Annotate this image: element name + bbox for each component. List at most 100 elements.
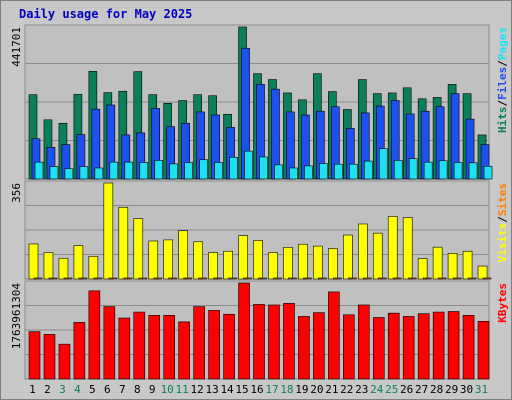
bar-visits-day-2 bbox=[43, 252, 54, 280]
bar-visits-day-17 bbox=[268, 252, 278, 280]
x-tick-label-day-14: 14 bbox=[220, 383, 234, 396]
bar-visits-day-14 bbox=[223, 250, 233, 280]
x-tick-label-day-9: 9 bbox=[149, 383, 156, 396]
bar-pages-day-10 bbox=[169, 163, 179, 180]
bar-kbytes-day-29 bbox=[447, 311, 460, 380]
bar-sites-day-29 bbox=[452, 277, 462, 280]
bar-sites-day-5 bbox=[93, 277, 103, 280]
bar-kbytes-day-1 bbox=[28, 331, 41, 380]
x-tick-label-day-17: 17 bbox=[265, 383, 278, 396]
legend-top-item-4: / bbox=[496, 60, 509, 67]
bar-visits-day-3 bbox=[58, 257, 69, 280]
bar-visits-day-13 bbox=[208, 252, 218, 280]
bar-visits-day-30 bbox=[462, 250, 473, 280]
x-tick-label-day-18: 18 bbox=[280, 383, 293, 396]
x-tick-label-day-23: 23 bbox=[355, 383, 368, 396]
bar-sites-day-17 bbox=[273, 277, 282, 280]
bar-sites-day-23 bbox=[362, 277, 372, 280]
x-tick-label-day-31: 31 bbox=[475, 383, 488, 396]
bar-visits-day-16 bbox=[253, 240, 263, 280]
bar-visits-day-1 bbox=[28, 243, 39, 280]
bar-pages-day-5 bbox=[94, 167, 104, 180]
panel-middle-legend: Visits/Sites bbox=[496, 183, 509, 263]
bar-sites-day-7 bbox=[123, 277, 133, 280]
bar-pages-day-4 bbox=[79, 166, 89, 180]
bar-pages-day-9 bbox=[154, 160, 164, 180]
bar-kbytes-day-31 bbox=[477, 321, 490, 380]
bar-sites-day-9 bbox=[153, 277, 163, 280]
legend-middle-item-2: / bbox=[496, 216, 509, 223]
legend-top-item-3: Files bbox=[496, 67, 509, 100]
bar-kbytes-day-23 bbox=[357, 304, 370, 380]
bar-visits-day-19 bbox=[298, 243, 308, 280]
bar-kbytes-day-2 bbox=[43, 334, 56, 380]
bar-pages-day-24 bbox=[378, 148, 388, 180]
bar-visits-day-26 bbox=[402, 217, 413, 280]
bar-sites-day-20 bbox=[318, 277, 327, 280]
bar-kbytes-day-12 bbox=[193, 306, 205, 380]
x-tick-label-day-21: 21 bbox=[325, 383, 338, 396]
bar-kbytes-day-25 bbox=[387, 312, 400, 380]
x-tick-label-day-4: 4 bbox=[74, 383, 81, 396]
bar-pages-day-29 bbox=[453, 162, 463, 180]
legend-top-item-5: Pages bbox=[496, 27, 509, 60]
bar-visits-day-12 bbox=[193, 241, 203, 280]
x-tick-label-day-26: 26 bbox=[400, 383, 413, 396]
bar-kbytes-day-24 bbox=[372, 317, 385, 380]
bar-pages-day-17 bbox=[274, 164, 283, 180]
x-tick-label-day-29: 29 bbox=[445, 383, 458, 396]
legend-top-item-1: Hits bbox=[496, 107, 509, 134]
bar-kbytes-day-7 bbox=[118, 317, 131, 380]
bar-kbytes-day-16 bbox=[253, 304, 265, 380]
bar-kbytes-day-30 bbox=[462, 315, 475, 380]
legend-top-item-2: / bbox=[496, 100, 509, 107]
bar-kbytes-day-22 bbox=[343, 314, 355, 380]
bar-visits-day-5 bbox=[88, 256, 99, 280]
bar-sites-day-6 bbox=[108, 277, 118, 280]
bar-visits-day-27 bbox=[417, 258, 428, 280]
bar-visits-day-4 bbox=[73, 245, 84, 280]
bar-pages-day-1 bbox=[34, 161, 44, 180]
bar-kbytes-day-27 bbox=[417, 313, 430, 380]
bar-visits-day-15 bbox=[238, 235, 248, 280]
bar-kbytes-day-17 bbox=[268, 304, 280, 380]
panel-bottom-legend: KBytes bbox=[496, 283, 509, 323]
x-tick-label-day-11: 11 bbox=[176, 383, 189, 396]
bar-kbytes-day-21 bbox=[328, 291, 340, 380]
bar-pages-day-23 bbox=[363, 160, 373, 180]
bar-sites-day-31 bbox=[482, 277, 492, 280]
bar-kbytes-day-20 bbox=[313, 312, 325, 380]
bar-pages-day-2 bbox=[49, 166, 59, 180]
x-tick-label-day-16: 16 bbox=[250, 383, 263, 396]
bar-visits-day-22 bbox=[343, 234, 353, 280]
bar-visits-day-10 bbox=[163, 239, 174, 280]
bar-sites-day-13 bbox=[213, 277, 222, 280]
bar-sites-day-1 bbox=[33, 277, 43, 280]
bar-kbytes-day-15 bbox=[238, 282, 250, 380]
bar-sites-day-10 bbox=[168, 277, 178, 280]
bar-kbytes-day-26 bbox=[402, 316, 415, 380]
bar-sites-day-24 bbox=[377, 277, 387, 280]
bar-kbytes-day-19 bbox=[298, 316, 310, 380]
bar-pages-day-21 bbox=[334, 163, 343, 180]
x-tick-label-day-20: 20 bbox=[310, 383, 323, 396]
bar-sites-day-15 bbox=[243, 277, 252, 280]
bar-visits-day-7 bbox=[118, 206, 129, 280]
bar-pages-day-31 bbox=[483, 165, 493, 180]
bar-kbytes-day-28 bbox=[432, 311, 445, 380]
bar-kbytes-day-8 bbox=[133, 311, 146, 380]
chart-title: Daily usage for May 2025 bbox=[19, 7, 193, 21]
bar-kbytes-day-3 bbox=[58, 343, 71, 380]
bar-visits-day-11 bbox=[178, 230, 188, 280]
bar-sites-day-11 bbox=[183, 277, 192, 280]
panel-middle-max-label: 356 bbox=[10, 183, 23, 203]
x-tick-label-day-7: 7 bbox=[119, 383, 126, 396]
x-tick-label-day-27: 27 bbox=[415, 383, 428, 396]
bar-sites-day-4 bbox=[78, 277, 88, 280]
bar-sites-day-12 bbox=[198, 277, 207, 280]
bar-pages-day-20 bbox=[319, 163, 328, 180]
bar-kbytes-day-5 bbox=[88, 290, 101, 380]
x-tick-label-day-10: 10 bbox=[161, 383, 174, 396]
